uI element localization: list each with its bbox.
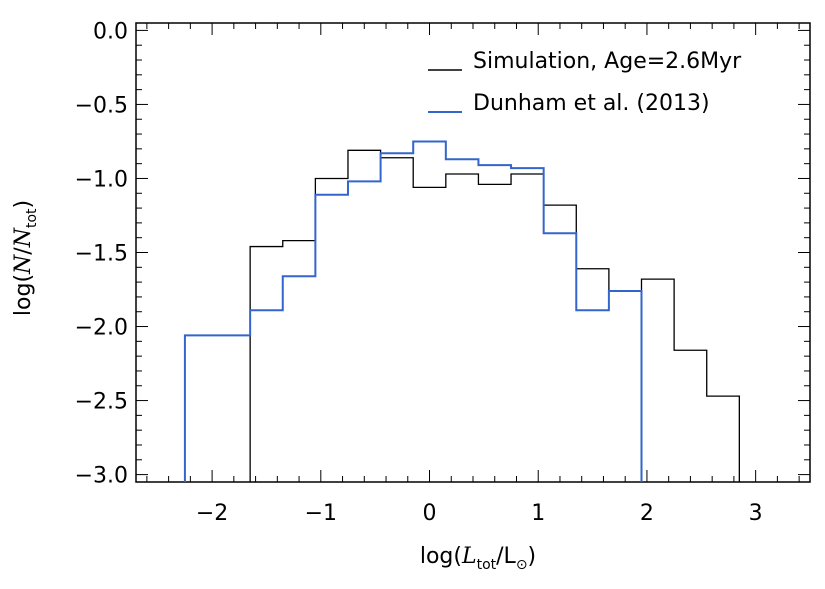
legend-label-0: Simulation, Age=2.6Myr <box>473 49 742 74</box>
series-0-step-line <box>249 149 740 482</box>
y-tick-label: 0.0 <box>93 19 128 44</box>
y-axis-label-N2: N <box>11 227 36 248</box>
y-axis-label-slash: / <box>11 247 36 255</box>
series-1-step-line <box>183 140 643 482</box>
legend: Simulation, Age=2.6Myr Dunham et al. (201… <box>428 49 742 116</box>
legend-label-1: Dunham et al. (2013) <box>473 91 710 116</box>
series-layer <box>183 140 740 482</box>
x-axis-label-post: ) <box>528 544 537 569</box>
x-axis-label-mid: /L <box>496 544 516 569</box>
y-axis-label-prefix: log( <box>11 274 36 316</box>
y-tick-label: −0.5 <box>75 93 128 118</box>
y-tick-label: −1.0 <box>75 167 128 192</box>
x-tick-label: 3 <box>749 501 763 526</box>
x-axis-label-L: L <box>461 544 477 569</box>
tick-labels: −2 −1 0 1 2 3 0.0 −0.5 −1.0 −1.5 −2.0 −2.5 −3.0 <box>75 19 763 526</box>
x-tick-label: −1 <box>305 501 337 526</box>
y-tick-label: −3.0 <box>75 464 128 489</box>
x-tick-label: −2 <box>196 501 228 526</box>
y-axis-label: log(N/Ntot) <box>11 200 40 316</box>
x-axis-label-sun: ⊙ <box>516 557 528 573</box>
y-axis-label-N: N <box>11 254 36 275</box>
x-axis-label: log(Ltot/L⊙) <box>420 544 536 573</box>
x-axis-label-prefix: log( <box>420 544 462 569</box>
x-axis-label-sub: tot <box>477 557 497 573</box>
axis-ticks <box>136 23 810 482</box>
y-tick-label: −2.0 <box>75 316 128 341</box>
y-tick-label: −1.5 <box>75 242 128 267</box>
y-axis-label-post: ) <box>11 200 36 209</box>
y-tick-label: −2.5 <box>75 390 128 415</box>
x-tick-label: 2 <box>640 501 654 526</box>
y-axis-label-sub: tot <box>24 208 40 228</box>
x-tick-label: 1 <box>531 501 545 526</box>
x-tick-label: 0 <box>423 501 437 526</box>
